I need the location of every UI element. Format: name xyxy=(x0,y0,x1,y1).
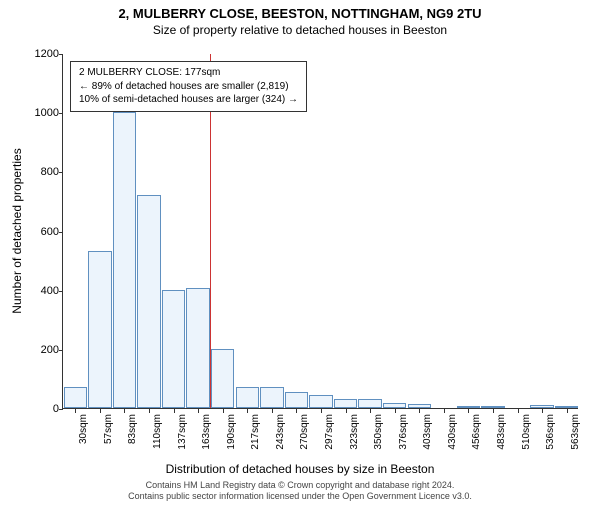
x-tick-label: 110sqm xyxy=(152,414,163,449)
x-tick-mark xyxy=(321,409,322,413)
footer-line1: Contains HM Land Registry data © Crown c… xyxy=(0,480,600,491)
x-tick-label: 563sqm xyxy=(570,414,581,450)
histogram-bar xyxy=(334,399,357,408)
footer-attribution: Contains HM Land Registry data © Crown c… xyxy=(0,480,600,502)
histogram-bar xyxy=(137,195,160,408)
x-tick-mark xyxy=(468,409,469,413)
x-tick-label: 163sqm xyxy=(201,414,212,450)
histogram-bar xyxy=(162,290,185,408)
x-tick-mark xyxy=(247,409,248,413)
x-tick-mark xyxy=(419,409,420,413)
x-tick-label: 297sqm xyxy=(324,414,335,450)
y-tick-mark xyxy=(59,54,63,55)
info-line-smaller: ← 89% of detached houses are smaller (2,… xyxy=(79,80,298,94)
info-line-larger: 10% of semi-detached houses are larger (… xyxy=(79,93,298,107)
footer-line2: Contains public sector information licen… xyxy=(0,491,600,502)
x-tick-label: 350sqm xyxy=(373,414,384,450)
histogram-bar xyxy=(113,112,136,408)
x-tick-label: 217sqm xyxy=(250,414,261,450)
x-tick-mark xyxy=(493,409,494,413)
x-axis-label: Distribution of detached houses by size … xyxy=(0,462,600,476)
histogram-bar xyxy=(309,395,332,408)
histogram-bar xyxy=(236,387,259,408)
histogram-bar xyxy=(383,403,406,408)
x-tick-label: 430sqm xyxy=(447,414,458,450)
x-tick-label: 510sqm xyxy=(521,414,532,450)
x-tick-label: 483sqm xyxy=(496,414,507,450)
histogram-bar xyxy=(555,406,578,408)
x-tick-label: 83sqm xyxy=(127,414,138,444)
y-tick-mark xyxy=(59,291,63,292)
x-tick-label: 376sqm xyxy=(398,414,409,450)
x-tick-mark xyxy=(198,409,199,413)
property-info-box: 2 MULBERRY CLOSE: 177sqm ← 89% of detach… xyxy=(70,61,307,112)
histogram-bar xyxy=(88,251,111,408)
x-tick-mark xyxy=(542,409,543,413)
histogram-bar xyxy=(211,349,234,408)
x-tick-mark xyxy=(174,409,175,413)
y-tick-label: 1000 xyxy=(35,107,59,119)
x-tick-mark xyxy=(149,409,150,413)
x-tick-mark xyxy=(346,409,347,413)
x-tick-label: 323sqm xyxy=(349,414,360,450)
x-tick-mark xyxy=(124,409,125,413)
x-tick-mark xyxy=(223,409,224,413)
x-tick-mark xyxy=(272,409,273,413)
histogram-bar xyxy=(530,405,553,408)
y-axis-label: Number of detached properties xyxy=(10,148,24,313)
x-tick-label: 536sqm xyxy=(545,414,556,450)
histogram-bar xyxy=(64,387,87,408)
y-tick-mark xyxy=(59,172,63,173)
info-line-property: 2 MULBERRY CLOSE: 177sqm xyxy=(79,66,298,80)
x-tick-label: 270sqm xyxy=(299,414,310,450)
x-tick-mark xyxy=(296,409,297,413)
x-tick-label: 137sqm xyxy=(177,414,188,450)
histogram-bar xyxy=(186,288,209,408)
histogram-bar xyxy=(457,406,480,408)
histogram-bar xyxy=(260,387,283,408)
y-tick-mark xyxy=(59,232,63,233)
x-tick-label: 190sqm xyxy=(226,414,237,450)
y-tick-label: 400 xyxy=(41,285,59,297)
x-tick-label: 57sqm xyxy=(103,414,114,444)
y-tick-mark xyxy=(59,409,63,410)
x-tick-mark xyxy=(395,409,396,413)
histogram-bar xyxy=(285,392,308,408)
x-tick-mark xyxy=(75,409,76,413)
y-tick-label: 200 xyxy=(41,344,59,356)
x-tick-label: 30sqm xyxy=(78,414,89,444)
x-tick-label: 403sqm xyxy=(422,414,433,450)
histogram-bar xyxy=(481,406,504,408)
x-tick-mark xyxy=(370,409,371,413)
y-tick-label: 800 xyxy=(41,166,59,178)
x-tick-mark xyxy=(444,409,445,413)
histogram-bar xyxy=(408,404,431,408)
x-tick-label: 456sqm xyxy=(471,414,482,450)
x-tick-mark xyxy=(567,409,568,413)
chart-title-main: 2, MULBERRY CLOSE, BEESTON, NOTTINGHAM, … xyxy=(0,6,600,21)
x-tick-mark xyxy=(518,409,519,413)
y-tick-label: 1200 xyxy=(35,48,59,60)
y-tick-mark xyxy=(59,113,63,114)
x-tick-label: 243sqm xyxy=(275,414,286,450)
y-tick-mark xyxy=(59,350,63,351)
x-tick-mark xyxy=(100,409,101,413)
histogram-bar xyxy=(358,399,381,408)
y-tick-label: 600 xyxy=(41,226,59,238)
chart-title-sub: Size of property relative to detached ho… xyxy=(0,23,600,37)
